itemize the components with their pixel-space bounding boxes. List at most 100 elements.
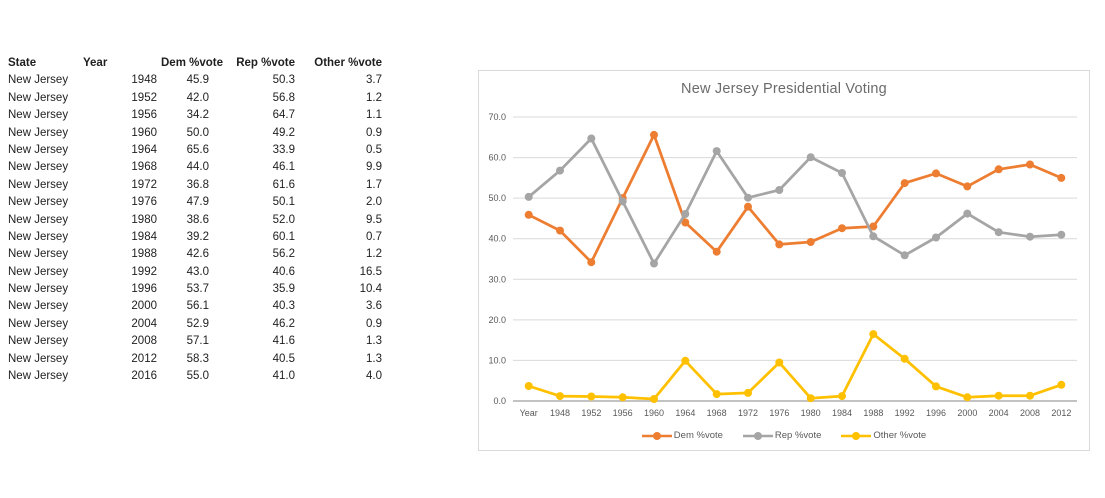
- cell-dem-vote[interactable]: 47.9: [186, 196, 209, 209]
- cell-year[interactable]: 1996: [131, 283, 157, 296]
- cell-rep-vote[interactable]: 52.0: [272, 213, 295, 226]
- cell-other-vote[interactable]: 3.6: [366, 300, 382, 313]
- cell-rep-vote[interactable]: 40.6: [272, 265, 295, 278]
- cell-state[interactable]: New Jersey: [8, 370, 69, 383]
- cell-dem-vote[interactable]: 39.2: [186, 230, 209, 243]
- cell-dem-vote[interactable]: 45.9: [186, 74, 209, 87]
- data-point-marker[interactable]: [1057, 380, 1066, 389]
- data-point-marker[interactable]: [932, 169, 940, 178]
- cell-state[interactable]: New Jersey: [8, 196, 69, 209]
- cell-state[interactable]: New Jersey: [8, 283, 69, 296]
- cell-state[interactable]: New Jersey: [8, 352, 69, 365]
- cell-year[interactable]: 2000: [131, 300, 157, 313]
- cell-year[interactable]: 2008: [131, 335, 157, 348]
- cell-state[interactable]: New Jersey: [8, 317, 69, 330]
- cell-rep-vote[interactable]: 61.6: [272, 178, 295, 191]
- cell-dem-vote[interactable]: 38.6: [186, 213, 209, 226]
- cell-rep-vote[interactable]: 56.8: [272, 91, 295, 104]
- data-point-marker[interactable]: [1057, 173, 1066, 182]
- dem-vote-line[interactable]: [527, 133, 1063, 264]
- cell-rep-vote[interactable]: 40.5: [272, 352, 295, 365]
- legend-item-other-vote[interactable]: Other %vote: [841, 430, 926, 441]
- data-point-marker[interactable]: [869, 330, 878, 339]
- cell-dem-vote[interactable]: 58.3: [186, 352, 209, 365]
- cell-other-vote[interactable]: 0.9: [366, 317, 382, 330]
- data-point-marker[interactable]: [838, 392, 846, 401]
- data-point-marker[interactable]: [963, 393, 972, 402]
- cell-rep-vote[interactable]: 33.9: [272, 143, 295, 156]
- data-point-marker[interactable]: [869, 232, 878, 241]
- data-point-marker[interactable]: [838, 224, 846, 233]
- data-point-marker[interactable]: [744, 388, 752, 397]
- data-point-marker[interactable]: [587, 134, 596, 143]
- data-point-marker[interactable]: [681, 218, 690, 227]
- cell-year[interactable]: 1948: [131, 74, 157, 87]
- other-vote-line[interactable]: [527, 332, 1063, 401]
- cell-rep-vote[interactable]: 56.2: [272, 248, 295, 261]
- cell-year[interactable]: 1960: [131, 126, 157, 139]
- data-point-marker[interactable]: [994, 391, 1003, 400]
- cell-year[interactable]: 1976: [131, 196, 157, 209]
- data-point-marker[interactable]: [900, 354, 909, 363]
- cell-rep-vote[interactable]: 46.2: [272, 317, 295, 330]
- cell-other-vote[interactable]: 10.4: [359, 283, 382, 296]
- cell-other-vote[interactable]: 16.5: [359, 265, 382, 278]
- column-header-year[interactable]: Year: [83, 57, 108, 69]
- data-point-marker[interactable]: [618, 393, 627, 402]
- data-point-marker[interactable]: [744, 193, 752, 202]
- cell-dem-vote[interactable]: 34.2: [186, 109, 209, 122]
- cell-other-vote[interactable]: 3.7: [366, 74, 382, 87]
- cell-year[interactable]: 2004: [131, 317, 157, 330]
- cell-dem-vote[interactable]: 57.1: [186, 335, 209, 348]
- cell-dem-vote[interactable]: 53.7: [186, 283, 209, 296]
- data-point-marker[interactable]: [932, 382, 940, 391]
- cell-other-vote[interactable]: 0.9: [366, 126, 382, 139]
- data-point-marker[interactable]: [932, 233, 940, 242]
- data-point-marker[interactable]: [806, 153, 815, 162]
- cell-other-vote[interactable]: 0.7: [366, 230, 382, 243]
- cell-other-vote[interactable]: 2.0: [366, 196, 382, 209]
- column-header-dem-vote[interactable]: Dem %vote: [161, 57, 223, 69]
- cell-year[interactable]: 1968: [131, 161, 157, 174]
- cell-year[interactable]: 1956: [131, 109, 157, 122]
- cell-state[interactable]: New Jersey: [8, 265, 69, 278]
- cell-dem-vote[interactable]: 56.1: [186, 300, 209, 313]
- legend-item-rep-vote[interactable]: Rep %vote: [742, 430, 821, 441]
- cell-other-vote[interactable]: 0.5: [366, 143, 382, 156]
- cell-state[interactable]: New Jersey: [8, 213, 69, 226]
- cell-dem-vote[interactable]: 52.9: [186, 317, 209, 330]
- data-point-marker[interactable]: [1026, 232, 1034, 241]
- cell-other-vote[interactable]: 1.2: [366, 91, 382, 104]
- cell-year[interactable]: 2012: [131, 352, 157, 365]
- cell-other-vote[interactable]: 1.7: [366, 178, 382, 191]
- cell-state[interactable]: New Jersey: [8, 143, 69, 156]
- cell-other-vote[interactable]: 1.3: [366, 335, 382, 348]
- cell-other-vote[interactable]: 9.9: [366, 161, 382, 174]
- cell-state[interactable]: New Jersey: [8, 178, 69, 191]
- data-point-marker[interactable]: [650, 395, 658, 403]
- cell-rep-vote[interactable]: 60.1: [272, 230, 295, 243]
- cell-rep-vote[interactable]: 41.6: [272, 335, 295, 348]
- cell-other-vote[interactable]: 1.2: [366, 248, 382, 261]
- column-header-state[interactable]: State: [8, 57, 37, 69]
- data-point-marker[interactable]: [744, 202, 752, 211]
- cell-year[interactable]: 1980: [131, 213, 157, 226]
- data-point-marker[interactable]: [712, 147, 721, 156]
- data-point-marker[interactable]: [900, 251, 909, 260]
- data-point-marker[interactable]: [681, 356, 690, 365]
- cell-other-vote[interactable]: 1.1: [366, 109, 382, 122]
- data-point-marker[interactable]: [556, 166, 564, 175]
- cell-rep-vote[interactable]: 64.7: [272, 109, 295, 122]
- cell-year[interactable]: 1988: [131, 248, 157, 261]
- column-header-other-vote[interactable]: Other %vote: [314, 57, 382, 69]
- cell-state[interactable]: New Jersey: [8, 126, 69, 139]
- data-point-marker[interactable]: [806, 238, 815, 246]
- cell-dem-vote[interactable]: 50.0: [186, 126, 209, 139]
- cell-dem-vote[interactable]: 43.0: [186, 265, 209, 278]
- cell-other-vote[interactable]: 1.3: [366, 352, 382, 365]
- data-point-marker[interactable]: [900, 179, 909, 188]
- data-point-marker[interactable]: [775, 240, 784, 249]
- data-point-marker[interactable]: [618, 197, 627, 206]
- rep-vote-line[interactable]: [527, 137, 1063, 265]
- data-point-marker[interactable]: [963, 209, 972, 218]
